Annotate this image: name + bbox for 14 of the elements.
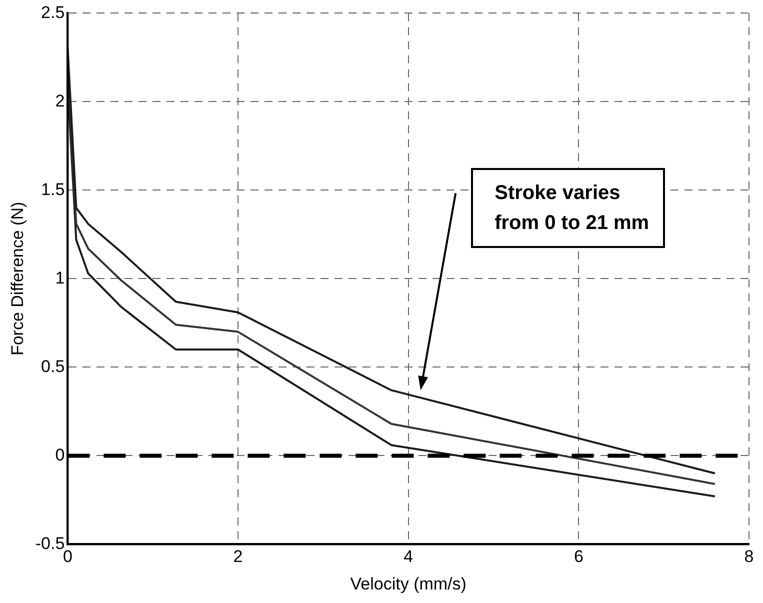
y-tick-label: 0.5 [41,356,65,376]
annotation: Stroke varies from 0 to 21 mm [470,168,666,248]
y-tick-label: -0.5 [35,534,65,553]
x-tick-label: 2 [233,547,243,566]
y-axis-title: Force Difference (N) [8,202,27,356]
x-tick-label: 8 [744,547,754,566]
y-tick-label: 2 [55,91,65,110]
x-tick-label: 4 [404,547,414,566]
y-tick-label: 0 [55,445,65,464]
y-tick-label: 2.5 [41,2,65,22]
y-tick-label: 1.5 [41,180,65,199]
x-axis-title: Velocity (mm/s) [350,574,466,594]
x-tick-label: 6 [574,547,584,566]
y-tick-label: 1 [55,268,65,288]
